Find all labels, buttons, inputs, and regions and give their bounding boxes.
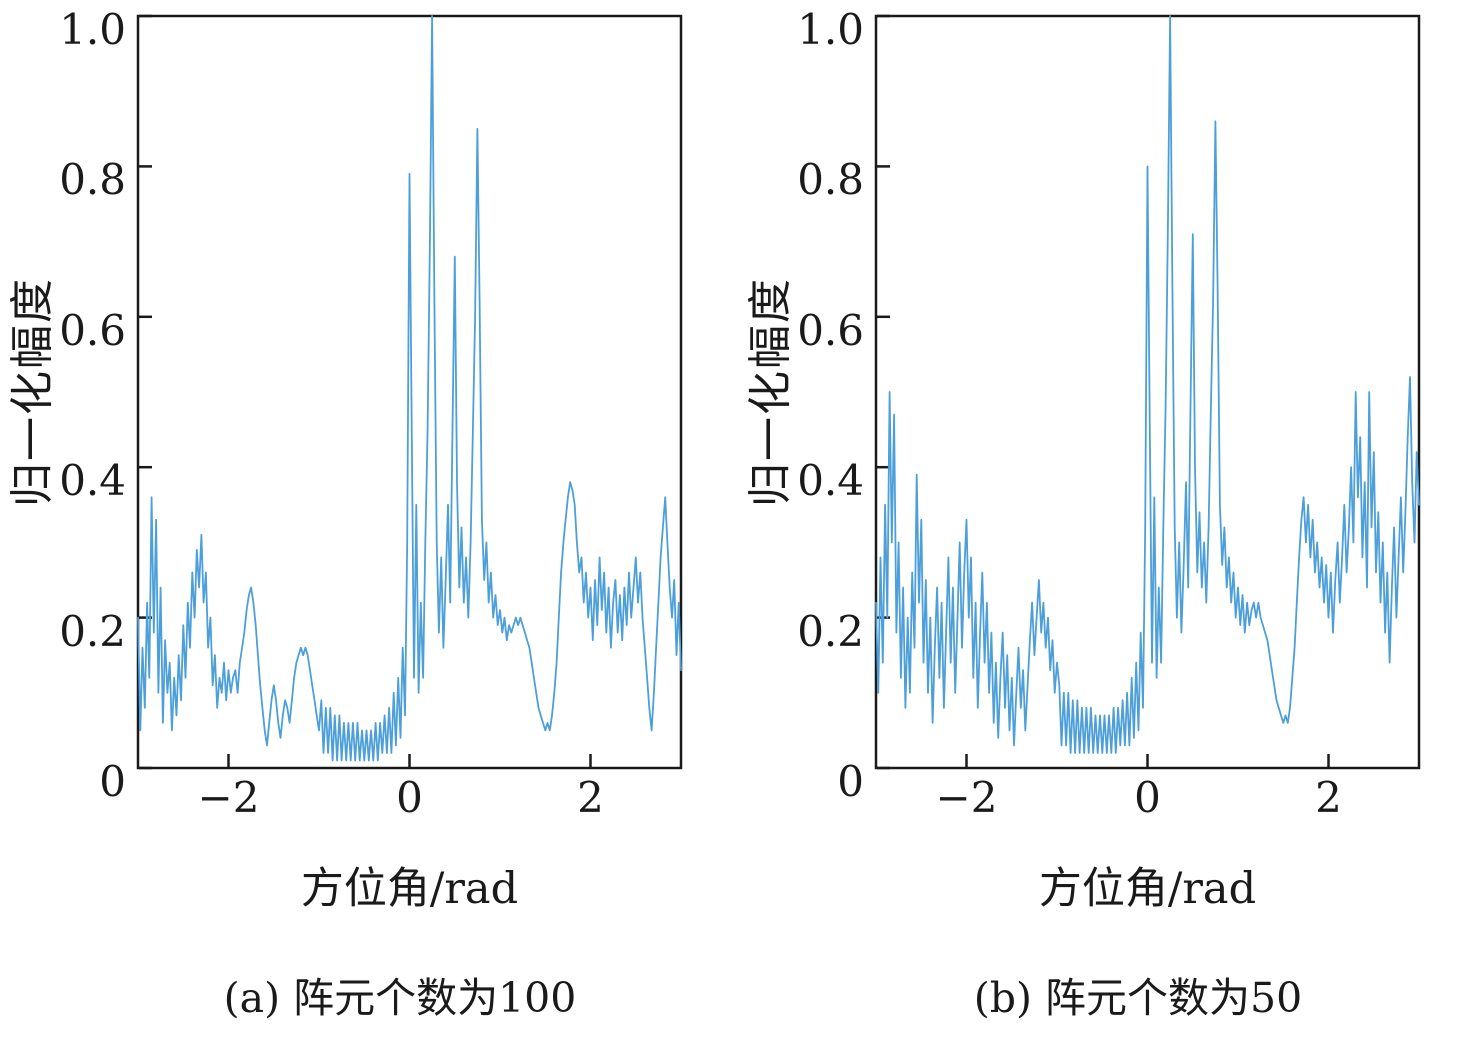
x-tick-label: 0 — [396, 773, 423, 822]
y-tick-label: 0.4 — [59, 456, 126, 506]
x-tick-label: −2 — [197, 773, 260, 822]
x-tick-label: 0 — [1134, 773, 1161, 822]
plot-area-b — [874, 14, 1421, 770]
x-axis-ticks-a: −2 0 2 — [136, 770, 683, 828]
data-line — [875, 15, 1420, 754]
x-axis-label-a: 方位角/rad — [300, 864, 519, 914]
plot-frame — [874, 14, 1421, 770]
x-tick-label: 2 — [1315, 773, 1342, 822]
y-tick-label: 0.4 — [797, 456, 864, 506]
data-line — [137, 15, 682, 762]
y-tick-label: 0.6 — [59, 305, 126, 355]
y-axis-label-wrap-a: 归一化幅度 — [0, 14, 58, 770]
chart-panel-a: 归一化幅度 0 0.2 0.4 0.6 0.8 1.0 −2 0 2 方位角/rad (a) … — [0, 8, 738, 1024]
y-axis-label: 归一化幅度 — [745, 277, 796, 507]
y-tick-label: 0 — [99, 757, 126, 806]
x-axis-label-b: 方位角/rad — [1038, 864, 1257, 914]
y-tick-label: 0.8 — [59, 155, 126, 205]
x-tick-label: 2 — [577, 773, 604, 822]
y-axis-ticks-b: 0 0.2 0.4 0.6 0.8 1.0 — [794, 8, 874, 804]
x-axis-ticks-b: −2 0 2 — [874, 770, 1421, 828]
plot-row-a: 归一化幅度 0 0.2 0.4 0.6 0.8 1.0 — [0, 8, 738, 804]
plot-row-b: 归一化幅度 0 0.2 0.4 0.6 0.8 1.0 — [738, 8, 1476, 804]
y-tick-label: 0.2 — [797, 606, 864, 656]
x-tick-label: −2 — [935, 773, 998, 822]
y-tick-label: 0.8 — [797, 155, 864, 205]
y-axis-label-wrap-b: 归一化幅度 — [738, 14, 796, 770]
y-tick-label: 1.0 — [797, 5, 864, 54]
y-tick-label: 0.6 — [797, 305, 864, 355]
chart-panel-b: 归一化幅度 0 0.2 0.4 0.6 0.8 1.0 −2 0 2 方位角/rad (b) … — [738, 8, 1476, 1024]
y-tick-label: 0.2 — [59, 606, 126, 656]
plot-frame — [136, 14, 683, 770]
chart-caption-b: (b) 阵元个数为50 — [973, 974, 1303, 1022]
y-axis-ticks-a: 0 0.2 0.4 0.6 0.8 1.0 — [56, 8, 136, 804]
y-axis-label: 归一化幅度 — [7, 277, 58, 507]
y-tick-label: 1.0 — [59, 5, 126, 54]
plot-area-a — [136, 14, 683, 770]
y-tick-label: 0 — [837, 757, 864, 806]
chart-caption-a: (a) 阵元个数为100 — [223, 974, 577, 1022]
